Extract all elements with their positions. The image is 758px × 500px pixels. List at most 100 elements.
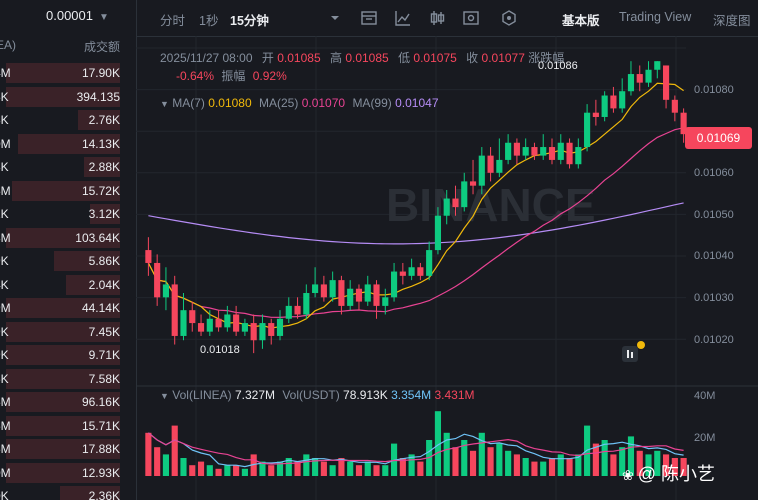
orderbook-amount: 5M bbox=[0, 395, 11, 409]
depth-bar bbox=[6, 439, 120, 459]
orderbook-amount: 9K bbox=[0, 348, 9, 362]
tab-15m[interactable]: 15分钟 bbox=[230, 14, 269, 28]
orderbook-volume: 7.45K bbox=[88, 324, 120, 339]
candle-body bbox=[347, 288, 354, 306]
price-axis-label: 0.01030 bbox=[694, 292, 734, 304]
vol-axis-40m: 40M bbox=[694, 390, 716, 402]
orderbook-row[interactable]: 0K 2.36K bbox=[0, 485, 136, 500]
volume-bar bbox=[347, 461, 354, 476]
price-axis-label: 0.01040 bbox=[694, 250, 734, 263]
precision-value: 0.00001 bbox=[46, 8, 93, 23]
candle-body bbox=[671, 99, 678, 113]
volume-bar bbox=[592, 443, 599, 476]
candle-body bbox=[312, 284, 319, 294]
orderbook-row[interactable]: 9K 7.45K bbox=[0, 321, 136, 343]
orderbook-row[interactable]: 0M 14.13K bbox=[0, 133, 136, 155]
candle-body bbox=[162, 284, 170, 298]
orderbook-amount: 8M bbox=[0, 230, 11, 245]
volume-bar bbox=[154, 447, 161, 476]
volume-bar bbox=[548, 458, 556, 476]
ohlc-datetime: 2025/11/27 08:00 bbox=[160, 51, 253, 65]
orderbook-row[interactable]: 4K 2.04K bbox=[0, 274, 136, 296]
candle-body bbox=[426, 250, 433, 276]
chevron-down-icon[interactable] bbox=[326, 9, 344, 27]
view-depth[interactable]: 深度图 bbox=[713, 14, 751, 28]
candlestick-chart[interactable]: BINANCE bbox=[136, 36, 758, 500]
orderbook-row[interactable]: 5K 394.135 bbox=[0, 86, 136, 108]
orderbook-volume: 17.90K bbox=[81, 66, 120, 80]
orderbook-row[interactable]: 5M 17.88K bbox=[0, 438, 136, 460]
tab-time[interactable]: 分时 bbox=[160, 14, 186, 28]
high-value: 0.01085 bbox=[345, 51, 389, 65]
hexagon-icon[interactable] bbox=[500, 9, 518, 27]
amplitude-value: 0.92% bbox=[252, 69, 287, 83]
vol-value: 7.327M bbox=[234, 388, 275, 402]
indicator-icon[interactable] bbox=[360, 9, 378, 27]
author-name: 陈小艺 bbox=[661, 464, 716, 484]
orderbook-volume: 2.04K bbox=[88, 277, 120, 292]
precision-selector[interactable]: 0.00001 ▼ bbox=[46, 8, 109, 23]
orderbook-row[interactable]: 8M 103.64K bbox=[0, 227, 136, 249]
depth-bar bbox=[6, 227, 120, 248]
orderbook-volume: 5.86K bbox=[88, 254, 120, 268]
candle-body bbox=[487, 155, 494, 173]
orderbook-volume: 12.93K bbox=[81, 465, 120, 480]
change-value: -0.64% bbox=[176, 69, 215, 83]
line-chart-icon[interactable] bbox=[394, 9, 412, 27]
settings-icon[interactable] bbox=[462, 9, 480, 27]
volume-bar bbox=[303, 454, 310, 476]
candle-body bbox=[250, 323, 257, 341]
volume-bar bbox=[417, 461, 424, 476]
orderbook-row[interactable]: 8K 2.76K bbox=[0, 109, 136, 131]
orderbook-row[interactable]: 6K 7.58K bbox=[0, 368, 136, 390]
orderbook-row[interactable]: 2K 3.12K bbox=[0, 203, 136, 225]
orderbook-row[interactable]: 5M 96.16K bbox=[0, 391, 136, 413]
ma25-line bbox=[147, 127, 684, 319]
candle-body bbox=[320, 284, 327, 298]
candle-body bbox=[443, 198, 450, 216]
depth-bar bbox=[84, 157, 120, 177]
candle-body bbox=[592, 112, 599, 117]
low-annotation: 0.01018 bbox=[200, 344, 240, 356]
candle-body bbox=[408, 267, 415, 276]
orderbook-amount-header: EA) bbox=[0, 38, 17, 52]
notes-icon[interactable] bbox=[620, 340, 646, 366]
orderbook-volume: 2.88K bbox=[88, 160, 120, 174]
volume-bar bbox=[320, 461, 327, 476]
orderbook-row[interactable]: 9K 9.71K bbox=[0, 344, 136, 366]
candle-body bbox=[259, 323, 266, 341]
orderbook-row[interactable]: 4M 17.90K bbox=[0, 62, 136, 84]
volume-bar bbox=[461, 440, 468, 476]
orderbook-amount: 0K bbox=[0, 489, 9, 500]
candle-type-icon[interactable] bbox=[428, 9, 446, 27]
volume-bar bbox=[373, 465, 380, 476]
orderbook-amount: 9K bbox=[0, 254, 9, 268]
low-label: 低 bbox=[398, 51, 411, 65]
candle-body bbox=[505, 142, 512, 160]
orderbook-amount: 8K bbox=[0, 113, 9, 127]
candle-body bbox=[206, 318, 213, 332]
candle-body bbox=[654, 61, 661, 70]
orderbook-row[interactable]: 9K 5.86K bbox=[0, 250, 136, 272]
volume-bar bbox=[364, 461, 371, 476]
tab-1s[interactable]: 1秒 bbox=[199, 14, 219, 28]
candle-body bbox=[276, 318, 284, 336]
orderbook-amount: 5M bbox=[0, 442, 11, 456]
amplitude-label: 振幅 bbox=[221, 69, 246, 83]
candle-body bbox=[338, 280, 345, 306]
orderbook-row[interactable]: 0M 12.93K bbox=[0, 462, 136, 484]
orderbook-row[interactable]: 5M 15.72K bbox=[0, 180, 136, 202]
orderbook-row[interactable]: 9M 44.14K bbox=[0, 297, 136, 319]
volume-bars bbox=[145, 411, 687, 476]
orderbook-amount: 5K bbox=[0, 89, 9, 104]
orderbook-row[interactable]: 6M 15.71K bbox=[0, 415, 136, 437]
orderbook-row[interactable]: 8K 2.88K bbox=[0, 156, 136, 178]
candle-body bbox=[224, 314, 231, 328]
candle-body bbox=[189, 310, 196, 324]
orderbook-volume-header: 成交额 bbox=[83, 40, 120, 54]
view-tradingview[interactable]: Trading View bbox=[619, 10, 692, 24]
orderbook-volume: 17.88K bbox=[81, 442, 120, 456]
view-basic[interactable]: 基本版 bbox=[562, 14, 600, 28]
ma99-value: 0.01047 bbox=[395, 96, 439, 110]
candle-body bbox=[496, 159, 503, 173]
